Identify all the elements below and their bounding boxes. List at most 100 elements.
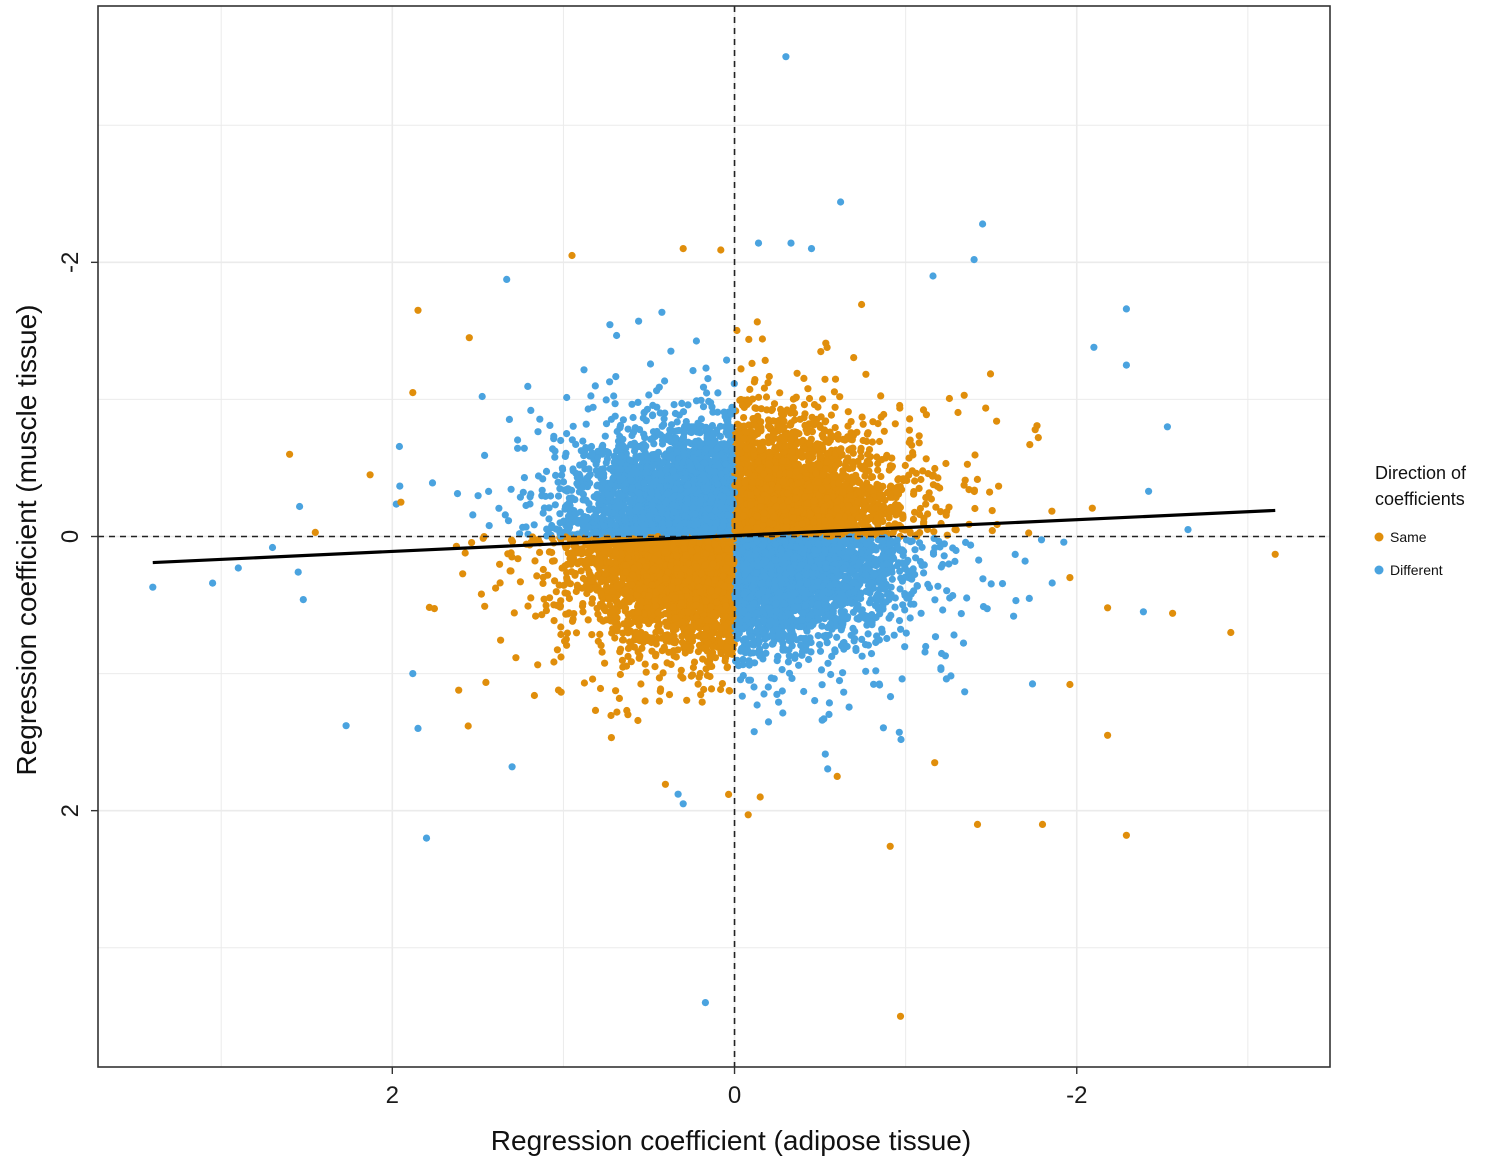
point-different	[773, 690, 781, 699]
point-different	[888, 575, 896, 583]
point-same	[800, 374, 808, 382]
point-different	[895, 728, 903, 736]
point-same	[672, 653, 680, 661]
point-same	[924, 510, 932, 518]
point-same	[763, 406, 771, 414]
point-different	[469, 511, 477, 519]
point-different	[395, 442, 403, 451]
point-same	[971, 504, 979, 513]
point-same	[557, 623, 565, 631]
point-same	[532, 612, 540, 620]
point-same	[689, 663, 698, 672]
point-different	[514, 444, 522, 452]
point-different	[629, 428, 638, 436]
point-same	[988, 507, 996, 515]
point-same	[916, 504, 925, 513]
point-same	[793, 369, 801, 377]
point-same	[805, 394, 814, 403]
point-different	[983, 605, 991, 613]
point-different	[629, 413, 637, 422]
point-different	[699, 403, 708, 411]
point-same	[580, 679, 589, 687]
point-same	[817, 348, 825, 356]
point-same	[1031, 426, 1039, 434]
point-same	[883, 451, 891, 459]
point-same	[514, 555, 522, 563]
point-same	[821, 375, 829, 383]
point-different	[540, 504, 549, 512]
point-same	[874, 466, 882, 474]
point-same	[461, 549, 469, 557]
point-same	[655, 674, 664, 682]
point-different	[876, 681, 884, 689]
point-different	[481, 451, 489, 459]
point-different	[630, 447, 639, 455]
point-same	[615, 694, 624, 703]
point-different	[778, 687, 786, 695]
point-different	[612, 373, 620, 381]
point-same	[665, 691, 674, 699]
point-different	[723, 356, 731, 364]
point-same	[512, 654, 520, 662]
point-same	[878, 456, 886, 464]
point-same	[752, 404, 760, 412]
point-same	[718, 680, 727, 688]
point-different	[998, 580, 1007, 588]
point-different	[658, 308, 666, 316]
point-different	[918, 543, 926, 551]
point-same	[579, 608, 587, 616]
point-same	[563, 629, 572, 637]
point-different	[840, 688, 848, 696]
point-different	[908, 537, 916, 545]
point-same	[753, 318, 761, 326]
point-different	[524, 382, 532, 390]
point-same	[745, 335, 753, 343]
point-different	[684, 401, 692, 409]
point-same	[464, 722, 472, 730]
point-different	[795, 661, 803, 669]
point-different	[911, 546, 919, 554]
point-different	[773, 657, 781, 665]
point-different	[624, 425, 632, 433]
point-same	[533, 572, 541, 580]
point-same	[761, 356, 769, 364]
point-same	[900, 475, 908, 483]
point-different	[922, 642, 930, 651]
point-same	[557, 688, 565, 696]
point-same	[569, 615, 577, 623]
point-different	[550, 432, 558, 440]
point-different	[751, 659, 759, 667]
point-same	[905, 454, 913, 462]
point-different	[745, 676, 753, 684]
point-different	[645, 391, 653, 399]
point-different	[619, 416, 628, 424]
point-same	[789, 403, 797, 411]
point-same	[496, 579, 504, 587]
point-same	[572, 629, 581, 637]
point-same	[915, 484, 923, 492]
point-same	[642, 668, 650, 676]
point-different	[824, 659, 832, 667]
point-different	[530, 521, 538, 529]
point-different	[554, 492, 563, 500]
point-same	[954, 408, 962, 417]
point-same	[683, 696, 691, 704]
point-same	[699, 655, 707, 663]
point-different	[678, 399, 686, 407]
point-different	[897, 625, 905, 633]
point-same	[696, 669, 704, 678]
point-different	[1011, 550, 1019, 559]
point-same	[550, 658, 558, 666]
point-same	[477, 590, 485, 598]
point-same	[932, 503, 940, 511]
point-same	[717, 649, 725, 658]
point-same	[915, 439, 923, 447]
point-same	[552, 588, 560, 596]
point-different	[816, 641, 824, 649]
point-different	[547, 492, 555, 500]
point-same	[546, 594, 554, 602]
point-different	[939, 606, 947, 614]
point-different	[485, 522, 493, 530]
point-same	[634, 716, 642, 725]
point-same	[943, 531, 951, 539]
